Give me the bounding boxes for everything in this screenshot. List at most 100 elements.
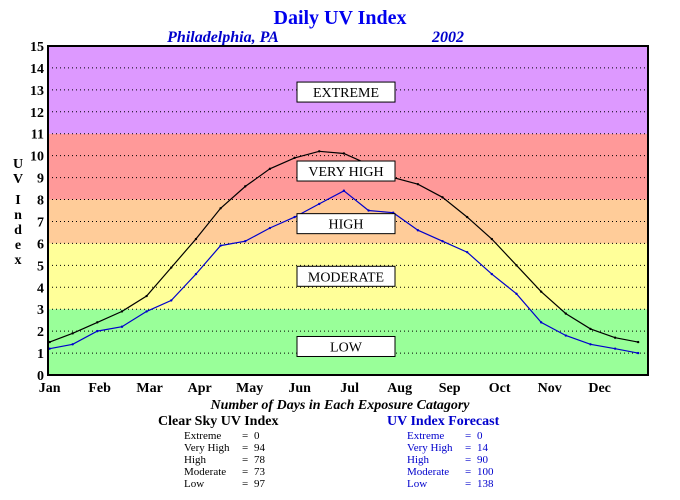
band-label-box [296,81,396,103]
clear-sky-point [293,156,296,160]
forecast-title: UV Index Forecast [387,414,500,429]
series-lines [48,150,640,355]
forecast-point [170,299,173,302]
forecast-point [145,310,148,313]
forecast-point [293,215,296,219]
x-tick-label: Nov [538,381,562,396]
y-tick-label: 13 [30,84,44,99]
chart-title: Daily UV Index [274,7,407,29]
clear-sky-point [564,312,568,315]
clear-sky-point [48,340,51,344]
clear-sky-stat-equals: = [242,478,249,490]
y-tick-label: 1 [37,347,44,362]
clear-sky-point [636,340,640,344]
forecast-stat-equals: = [465,430,472,442]
forecast-point [194,272,198,276]
x-tick-label: May [236,381,263,396]
y-tick-label: 11 [31,128,44,143]
forecast-point [465,250,469,254]
forecast-point [48,347,51,350]
y-axis-label-char: e [15,238,21,253]
forecast-point [219,244,222,247]
clear-sky-stat-label: Extreme [184,430,222,442]
band-label-extreme: EXTREME [313,86,379,101]
forecast-point [613,347,617,350]
x-tick-label: Feb [88,381,111,396]
clear-sky-point [589,327,592,331]
forecast-point [636,351,640,355]
forecast-point [318,202,321,206]
band-label-low: LOW [330,340,363,355]
forecast-point [441,240,444,243]
clear-sky-stat-value: 0 [254,430,260,442]
forecast-stat-value: 138 [477,478,494,490]
band-label-box [296,335,396,357]
y-axis-label-char: V [13,172,23,187]
clear-sky-point [219,207,222,210]
clear-sky-point [441,196,444,199]
forecast-point [515,292,518,296]
forecast-point [96,329,99,333]
y-axis-label-char: d [14,223,22,238]
clear-sky-point [613,336,617,339]
y-tick-label: 15 [30,40,44,55]
forecast-stat-value: 0 [477,430,483,442]
x-tick-label: Jun [288,381,311,396]
chart-subtitle-year: 2002 [431,29,464,46]
forecast-stat-equals: = [465,442,472,454]
x-tick-label: Apr [188,381,212,396]
forecast-point [490,272,494,276]
clear-sky-stat-value: 73 [254,466,265,478]
clear-sky-stat-value: 97 [254,478,265,490]
forecast-stat-equals: = [465,454,472,466]
clear-sky-stat-equals: = [242,454,249,466]
forecast-stat-label: Low [407,478,428,490]
clear-sky-point [96,321,99,324]
band-label-box [296,213,396,235]
y-axis-label-char: I [15,193,20,208]
y-tick-label: 6 [37,237,44,252]
clear-sky-point [268,167,272,171]
forecast-stat-label: Very High [407,442,453,454]
y-axis-label-char: n [14,208,22,223]
forecast-point [342,189,346,192]
forecast-point [120,325,124,328]
clear-sky-point [120,310,124,313]
forecast-point [244,240,247,243]
x-tick-label: Dec [588,381,611,396]
clear-sky-point [342,152,346,155]
x-tick-labels: Jan Feb Mar Apr May Jun Jul Aug Sep Oct Nov Dec [39,381,611,396]
clear-sky-stat-label: High [184,454,206,466]
y-tick-label: 5 [37,259,44,274]
x-tick-label: Mar [136,381,162,396]
band-labels: LOW MODERATE HIGH VERY HIGH EXTREME [296,81,396,357]
clear-sky-point [194,237,198,241]
forecast-stat-equals: = [465,478,472,490]
band-label-box [296,265,396,287]
band-label-high: HIGH [329,218,364,233]
x-tick-label: Aug [387,381,412,396]
clear-sky-stat-value: 94 [254,442,265,454]
plot-frame [47,45,649,376]
forecast-stat-equals: = [465,466,472,478]
y-axis-label-char: x [15,253,22,268]
y-tick-label: 3 [37,303,44,318]
forecast-stat-value: 14 [477,442,488,454]
clear-sky-stat-label: Low [184,478,205,490]
clear-sky-point [244,185,247,188]
clear-sky-point [416,182,420,186]
clear-sky-point [318,150,321,153]
y-tick-label: 8 [37,194,44,209]
forecast-point [268,226,272,230]
y-tick-label: 4 [37,281,44,296]
band-label-box [296,160,396,182]
x-tick-label: Jul [340,381,359,396]
x-tick-label: Sep [439,381,461,396]
forecast-point [367,209,370,212]
clear-sky-point [145,294,148,298]
clear-sky-point [465,215,469,219]
y-tick-label: 2 [37,325,44,340]
clear-sky-point [515,264,518,267]
forecast-stat-value: 90 [477,454,488,466]
